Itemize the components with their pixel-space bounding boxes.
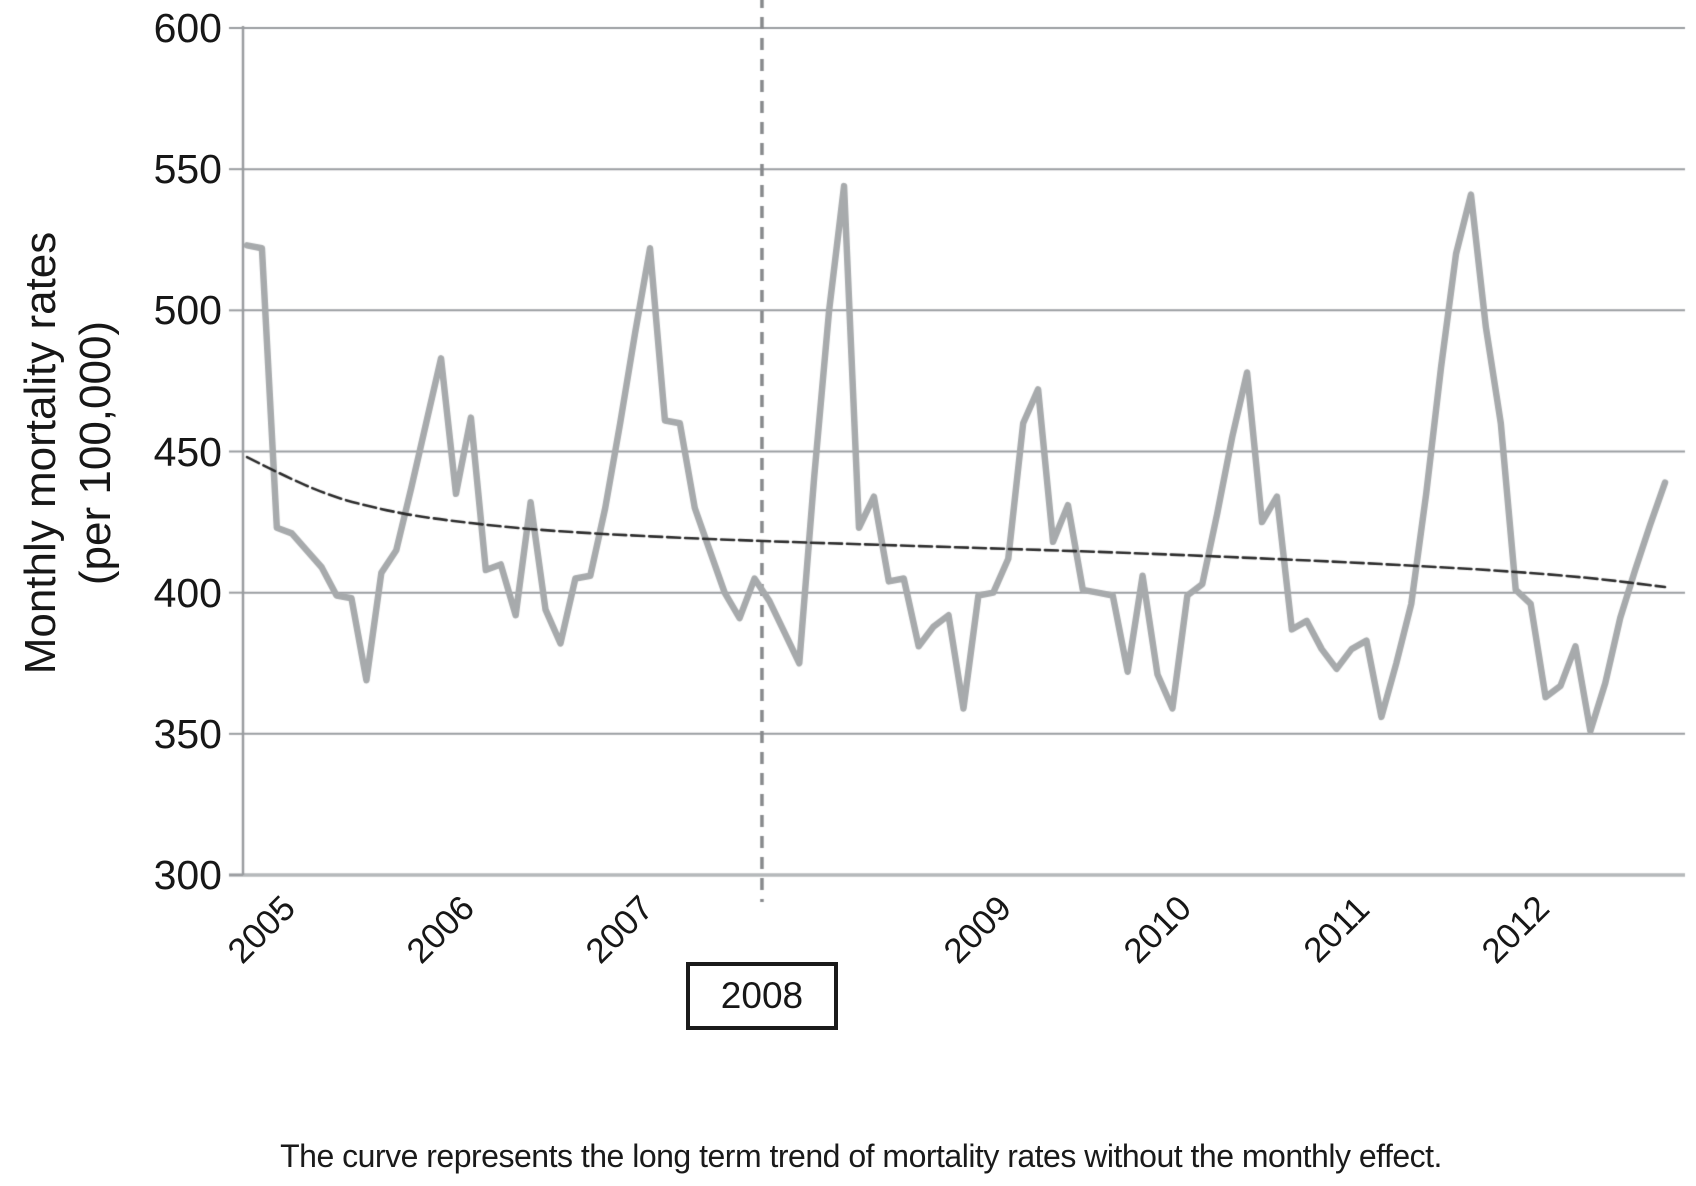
- y-tick-label-550: 550: [153, 146, 222, 193]
- y-tick-label-300: 300: [153, 852, 222, 898]
- y-axis-title-line1: Monthly mortality rates: [16, 231, 65, 675]
- y-tick-label-600: 600: [153, 5, 222, 51]
- x-year-label-boxed-2008: 2008: [685, 962, 838, 1030]
- y-tick-label-450: 450: [153, 428, 222, 475]
- y-tick-label-400: 400: [153, 569, 222, 616]
- y-tick-label-500: 500: [153, 287, 222, 334]
- chart-caption: The curve represents the long term trend…: [280, 1138, 1442, 1174]
- y-tick-label-350: 350: [153, 710, 222, 757]
